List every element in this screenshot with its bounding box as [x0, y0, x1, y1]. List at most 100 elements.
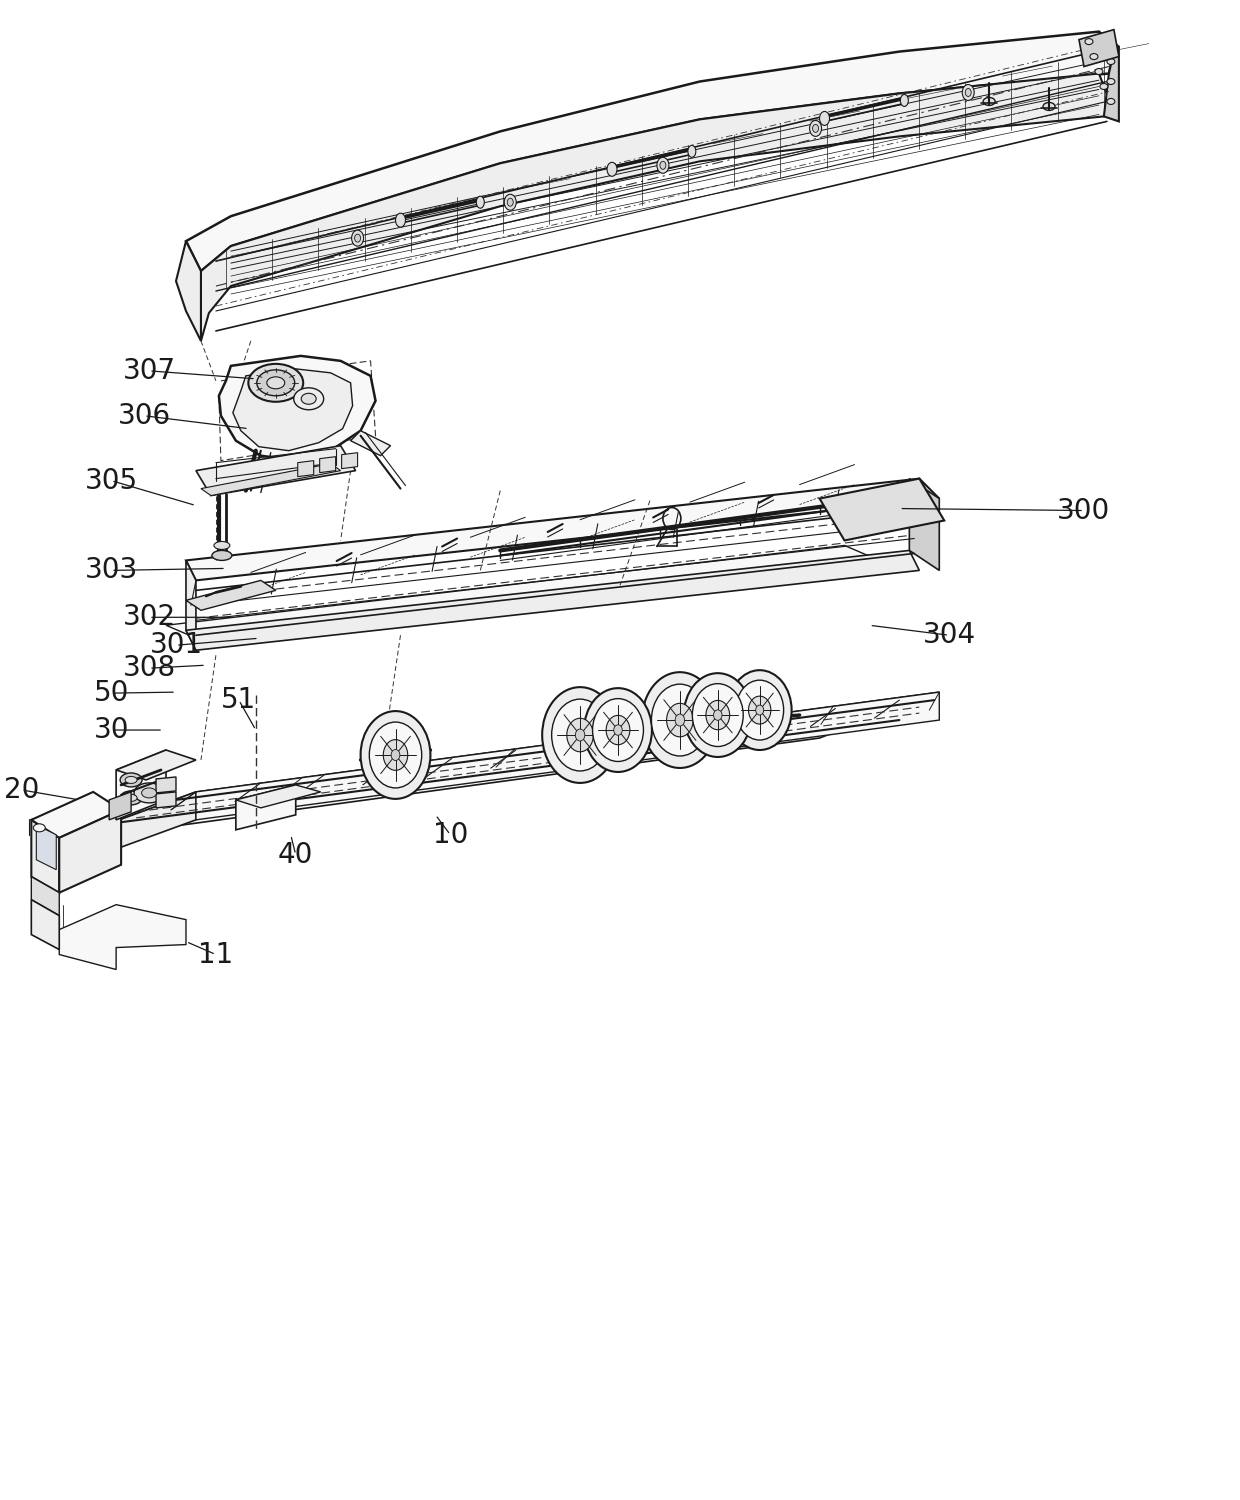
Polygon shape — [36, 825, 56, 870]
Ellipse shape — [1095, 69, 1102, 75]
Text: 30: 30 — [93, 716, 129, 744]
Ellipse shape — [120, 772, 143, 788]
Ellipse shape — [713, 710, 722, 720]
Polygon shape — [233, 369, 352, 450]
Ellipse shape — [1085, 39, 1092, 45]
Ellipse shape — [33, 824, 46, 833]
Ellipse shape — [542, 687, 618, 783]
Ellipse shape — [352, 230, 363, 246]
Polygon shape — [186, 550, 919, 650]
Text: 302: 302 — [123, 603, 176, 632]
Text: 304: 304 — [923, 621, 976, 650]
Ellipse shape — [706, 700, 729, 729]
Ellipse shape — [1043, 102, 1055, 111]
Polygon shape — [236, 784, 295, 830]
Polygon shape — [31, 821, 60, 892]
Polygon shape — [156, 777, 176, 794]
Ellipse shape — [391, 750, 399, 760]
Text: 307: 307 — [123, 357, 176, 386]
Text: 51: 51 — [221, 686, 257, 714]
Polygon shape — [186, 561, 196, 650]
Polygon shape — [60, 692, 939, 842]
Polygon shape — [298, 460, 314, 477]
Polygon shape — [176, 242, 201, 340]
Polygon shape — [60, 810, 122, 892]
Ellipse shape — [683, 674, 751, 758]
Ellipse shape — [294, 388, 324, 410]
Text: 301: 301 — [150, 632, 202, 658]
Polygon shape — [201, 74, 1109, 340]
Ellipse shape — [820, 111, 830, 126]
Ellipse shape — [567, 718, 594, 752]
Ellipse shape — [1107, 58, 1115, 64]
Ellipse shape — [675, 714, 684, 726]
Polygon shape — [186, 580, 275, 610]
Ellipse shape — [728, 670, 791, 750]
Ellipse shape — [1090, 54, 1097, 60]
Polygon shape — [201, 464, 341, 495]
Ellipse shape — [962, 84, 975, 100]
Polygon shape — [236, 784, 321, 808]
Text: 303: 303 — [84, 556, 138, 585]
Ellipse shape — [575, 729, 585, 741]
Ellipse shape — [267, 376, 285, 388]
Ellipse shape — [965, 88, 971, 96]
Ellipse shape — [507, 198, 513, 206]
Ellipse shape — [1107, 99, 1115, 105]
Polygon shape — [31, 876, 60, 915]
Polygon shape — [117, 750, 196, 780]
Ellipse shape — [692, 684, 743, 747]
Text: 300: 300 — [1058, 496, 1111, 525]
Polygon shape — [156, 792, 176, 808]
Ellipse shape — [606, 716, 630, 744]
Polygon shape — [342, 453, 357, 468]
Ellipse shape — [361, 711, 430, 800]
Ellipse shape — [667, 704, 693, 736]
Text: 20: 20 — [4, 776, 38, 804]
Ellipse shape — [749, 696, 771, 724]
Polygon shape — [1099, 32, 1118, 122]
Ellipse shape — [688, 146, 696, 158]
Text: 305: 305 — [84, 466, 138, 495]
Ellipse shape — [614, 724, 622, 735]
Ellipse shape — [134, 783, 164, 802]
Ellipse shape — [505, 194, 516, 210]
Ellipse shape — [608, 162, 618, 177]
Ellipse shape — [900, 94, 909, 106]
Polygon shape — [1079, 30, 1118, 66]
Ellipse shape — [1107, 78, 1115, 84]
Polygon shape — [60, 842, 81, 874]
Text: 306: 306 — [118, 402, 171, 430]
Ellipse shape — [651, 684, 708, 756]
Polygon shape — [109, 792, 131, 820]
Polygon shape — [196, 692, 939, 820]
Ellipse shape — [812, 124, 818, 132]
Ellipse shape — [552, 699, 609, 771]
Ellipse shape — [660, 162, 666, 170]
Ellipse shape — [657, 158, 668, 174]
Polygon shape — [31, 900, 60, 950]
Ellipse shape — [212, 550, 232, 561]
Polygon shape — [186, 478, 939, 580]
Ellipse shape — [1100, 84, 1107, 90]
Ellipse shape — [755, 705, 764, 716]
Text: 11: 11 — [198, 940, 233, 969]
Ellipse shape — [383, 740, 408, 771]
Polygon shape — [196, 446, 356, 495]
Ellipse shape — [248, 364, 304, 402]
Polygon shape — [320, 456, 336, 472]
Polygon shape — [60, 792, 196, 870]
Ellipse shape — [476, 196, 485, 208]
Ellipse shape — [735, 680, 784, 740]
Ellipse shape — [120, 790, 143, 806]
Polygon shape — [909, 478, 939, 570]
Text: 50: 50 — [93, 680, 129, 706]
Polygon shape — [117, 750, 166, 820]
Ellipse shape — [370, 722, 422, 788]
Ellipse shape — [125, 777, 138, 783]
Polygon shape — [820, 478, 945, 540]
Text: 40: 40 — [278, 842, 314, 868]
Ellipse shape — [257, 370, 295, 396]
Polygon shape — [166, 546, 879, 640]
Polygon shape — [219, 356, 376, 460]
